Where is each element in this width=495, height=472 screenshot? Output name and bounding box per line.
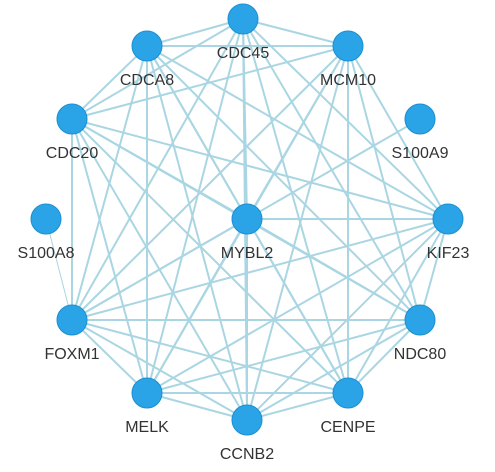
node-cenpe[interactable]: CENPE <box>320 377 376 436</box>
edge-foxm1-cenpe <box>71 319 349 394</box>
node-circle-s100a8[interactable] <box>30 203 62 235</box>
edge-mcm10-cdc20 <box>71 45 349 120</box>
edge-mybl2-foxm1 <box>71 218 248 321</box>
node-label-mcm10: MCM10 <box>320 72 376 89</box>
node-circle-melk[interactable] <box>131 377 163 409</box>
node-label-cdc20: CDC20 <box>46 145 99 162</box>
node-cdc45[interactable]: CDC45 <box>217 3 270 62</box>
edge-ndc80-ccnb2 <box>246 319 421 421</box>
node-label-ccnb2: CCNB2 <box>220 446 274 463</box>
edge-s100a8-foxm1 <box>45 218 73 321</box>
node-label-melk: MELK <box>125 419 169 436</box>
edge-cdc20-cenpe <box>71 118 349 394</box>
edge-kif23-melk <box>146 218 449 394</box>
edge-cdc45-cdc20 <box>71 18 244 120</box>
node-label-s100a9: S100A9 <box>392 145 449 162</box>
edge-cdca8-ndc80 <box>146 45 421 321</box>
edge-cdc20-kif23 <box>71 118 449 220</box>
node-circle-mybl2[interactable] <box>231 203 263 235</box>
edge-mcm10-foxm1 <box>71 45 349 321</box>
edge-mcm10-ccnb2 <box>246 45 349 421</box>
node-ndc80[interactable]: NDC80 <box>394 304 447 363</box>
node-s100a8[interactable]: S100A8 <box>18 203 75 262</box>
edge-foxm1-melk <box>71 319 148 394</box>
node-circle-cdca8[interactable] <box>131 30 163 62</box>
node-label-ndc80: NDC80 <box>394 346 447 363</box>
node-ccnb2[interactable]: CCNB2 <box>220 404 274 463</box>
edge-mybl2-ndc80 <box>246 218 421 321</box>
node-label-mybl2: MYBL2 <box>221 245 274 262</box>
node-label-cdca8: CDCA8 <box>120 72 174 89</box>
node-cdc20[interactable]: CDC20 <box>46 103 99 162</box>
node-melk[interactable]: MELK <box>125 377 169 436</box>
node-s100a9[interactable]: S100A9 <box>392 103 449 162</box>
node-foxm1[interactable]: FOXM1 <box>44 304 100 363</box>
edge-mybl2-melk <box>146 218 248 394</box>
edge-ndc80-cenpe <box>347 319 421 394</box>
node-circle-cdc20[interactable] <box>56 103 88 135</box>
node-circle-ccnb2[interactable] <box>231 404 263 436</box>
node-label-foxm1: FOXM1 <box>44 346 99 363</box>
node-circle-cenpe[interactable] <box>332 377 364 409</box>
node-circle-cdc45[interactable] <box>227 3 259 35</box>
node-circle-s100a9[interactable] <box>404 103 436 135</box>
node-circle-kif23[interactable] <box>432 203 464 235</box>
node-kif23[interactable]: KIF23 <box>427 203 470 262</box>
edge-mcm10-ndc80 <box>347 45 421 321</box>
edge-ndc80-melk <box>146 319 421 394</box>
edge-cdc45-kif23 <box>242 18 449 220</box>
edge-foxm1-ccnb2 <box>71 319 248 421</box>
edge-cdc20-melk <box>71 118 148 394</box>
edge-kif23-foxm1 <box>71 218 449 321</box>
node-label-cenpe: CENPE <box>320 419 375 436</box>
node-circle-mcm10[interactable] <box>332 30 364 62</box>
network-nodes: CDC45 CDCA8 MCM10 CDC20 S100A9 S100A8 MYBL2 KIF… <box>18 3 470 463</box>
node-label-s100a8: S100A8 <box>18 245 75 262</box>
node-mybl2[interactable]: MYBL2 <box>221 203 274 262</box>
edge-kif23-cenpe <box>347 218 449 394</box>
edge-cdca8-ccnb2 <box>146 45 248 421</box>
node-label-kif23: KIF23 <box>427 245 470 262</box>
edge-cdc45-cenpe <box>242 18 349 394</box>
edge-melk-ccnb2 <box>146 392 248 421</box>
node-mcm10[interactable]: MCM10 <box>320 30 376 89</box>
node-cdca8[interactable]: CDCA8 <box>120 30 174 89</box>
edge-cenpe-ccnb2 <box>246 392 349 421</box>
edge-cdc45-mcm10 <box>242 18 349 47</box>
node-circle-foxm1[interactable] <box>56 304 88 336</box>
edge-cdc45-cdca8 <box>146 18 244 47</box>
edge-kif23-ndc80 <box>419 218 449 321</box>
node-label-cdc45: CDC45 <box>217 45 270 62</box>
node-circle-ndc80[interactable] <box>404 304 436 336</box>
edge-cdc45-melk <box>146 18 244 394</box>
edge-cdca8-cdc20 <box>71 45 148 120</box>
